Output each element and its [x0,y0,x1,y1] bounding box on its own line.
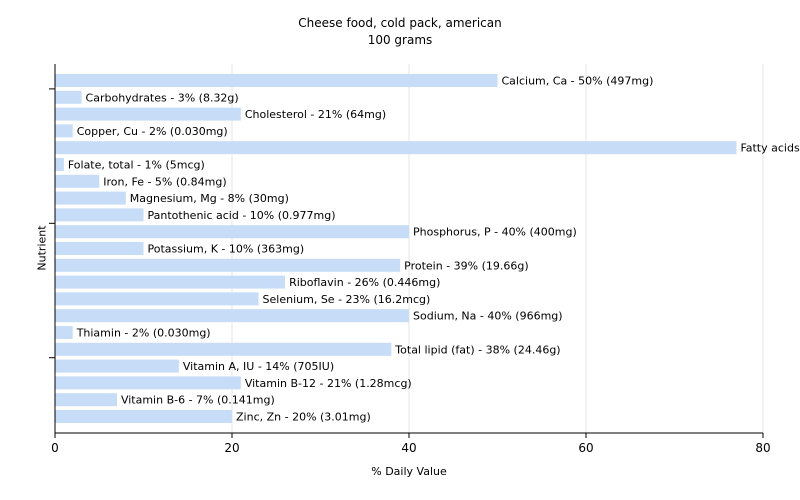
bar [55,90,82,104]
x-tick-label: 60 [578,441,593,455]
bar [55,124,73,138]
chart-title: Cheese food, cold pack, american [298,16,502,30]
x-tick-label: 80 [755,441,770,455]
y-axis-label: Nutrient [35,225,49,271]
bar-label: Selenium, Se - 23% (16.2mcg) [263,293,431,306]
bar [55,275,286,289]
bar [55,225,409,239]
x-tick-label: 0 [51,441,59,455]
bar [55,208,144,222]
bar-label: Iron, Fe - 5% (0.84mg) [103,175,226,188]
bar [55,309,409,323]
bar-label: Fatty acids, total saturated - 77% (15.3… [740,142,800,155]
bar [55,242,144,255]
bar-label: Total lipid (fat) - 38% (24.46g) [394,343,560,356]
bar-label: Folate, total - 1% (5mcg) [68,159,205,172]
chart-subtitle: 100 grams [367,33,433,47]
bar [55,292,259,306]
x-tick-label: 40 [401,441,416,455]
bar [55,74,498,87]
bar-label: Sodium, Na - 40% (966mg) [413,310,563,323]
bar-label: Copper, Cu - 2% (0.030mg) [77,125,228,138]
bar-label: Magnesium, Mg - 8% (30mg) [130,192,289,205]
bar [55,326,73,339]
bar [55,376,241,390]
bar-label: Pantothenic acid - 10% (0.977mg) [148,209,336,222]
x-axis-label: % Daily Value [371,465,447,478]
x-tick-label: 20 [224,441,239,455]
bar-label: Phosphorus, P - 40% (400mg) [413,226,577,239]
bar [55,359,179,373]
bar-label: Cholesterol - 21% (64mg) [245,108,386,121]
bar [55,141,737,155]
bar-label: Potassium, K - 10% (363mg) [148,243,305,256]
bar-label: Vitamin B-12 - 21% (1.28mcg) [245,377,412,390]
bar [55,342,392,356]
bar [55,393,117,407]
bar [55,158,64,171]
bar-label: Carbohydrates - 3% (8.32g) [86,91,239,104]
bar-label: Riboflavin - 26% (0.446mg) [289,276,440,289]
bar-label: Vitamin A, IU - 14% (705IU) [183,360,334,373]
bar [55,258,401,272]
bar-label: Thiamin - 2% (0.030mg) [76,327,211,340]
bar [55,191,126,205]
bar-label: Zinc, Zn - 20% (3.01mg) [236,411,371,424]
bar-label: Calcium, Ca - 50% (497mg) [502,75,654,88]
bar-label: Protein - 39% (19.66g) [404,259,529,272]
bar-label: Vitamin B-6 - 7% (0.141mg) [121,394,275,407]
bar [55,174,100,188]
bar [55,107,241,121]
bar [55,410,232,423]
